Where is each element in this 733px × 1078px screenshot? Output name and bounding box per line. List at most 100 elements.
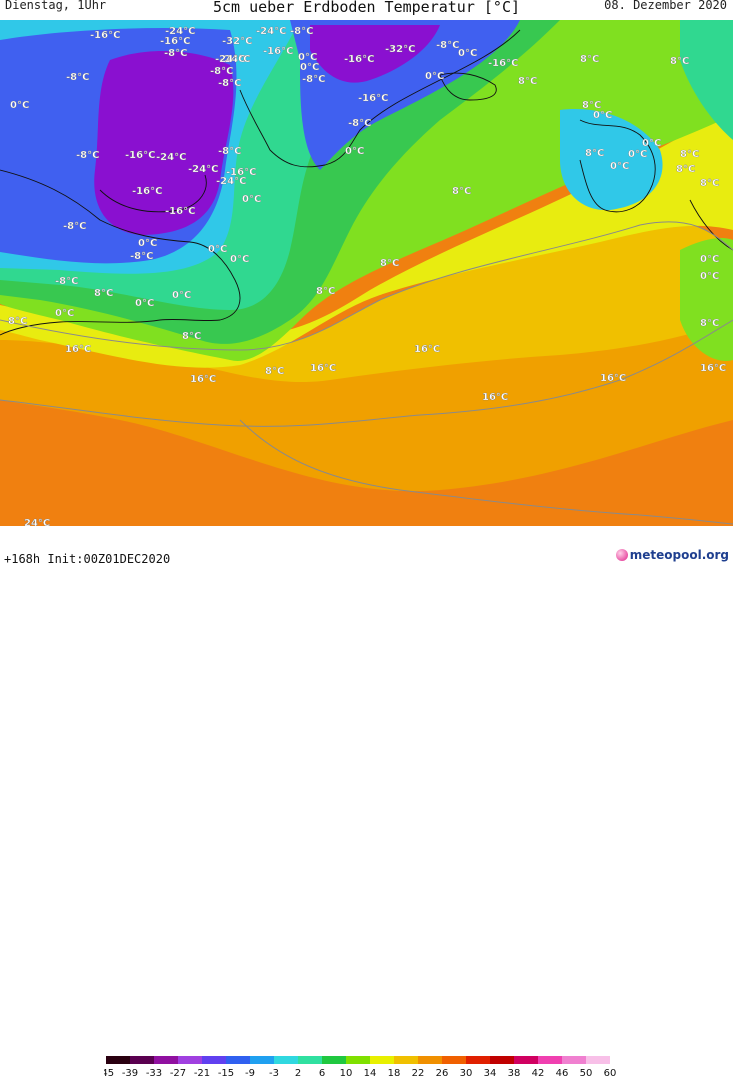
- temperature-label: 16°C: [414, 344, 440, 355]
- temperature-label: -8°C: [164, 48, 187, 59]
- forecast-date: 08. Dezember 2020: [604, 0, 727, 12]
- temperature-label: 0°C: [593, 110, 612, 121]
- temperature-label: -24°C: [220, 54, 250, 65]
- temperature-label: -8°C: [130, 251, 153, 262]
- scale-color-step: [394, 1056, 418, 1064]
- temperature-label: 16°C: [600, 373, 626, 384]
- scale-color-step: [538, 1056, 562, 1064]
- map-title: 5cm ueber Erdboden Temperatur [°C]: [212, 0, 521, 16]
- temperature-label: -8°C: [210, 66, 233, 77]
- field-very-cold: [94, 50, 234, 236]
- temperature-label: 0°C: [300, 62, 319, 73]
- temperature-label: -8°C: [63, 221, 86, 232]
- scale-color-step: [226, 1056, 250, 1064]
- isotherm-8: [0, 221, 733, 351]
- temperature-label: 8°C: [182, 331, 201, 342]
- scale-color-step: [418, 1056, 442, 1064]
- temperature-label: 0°C: [425, 71, 444, 82]
- scale-tick-label: -21: [194, 1068, 210, 1078]
- temperature-label: 0°C: [700, 271, 719, 282]
- scale-color-step: [442, 1056, 466, 1064]
- scale-tick-label: 30: [460, 1068, 473, 1078]
- scale-tick-label: 42: [532, 1068, 545, 1078]
- scale-color-step: [322, 1056, 346, 1064]
- forecast-run-info: +168h Init:00Z01DEC2020: [4, 552, 171, 566]
- scale-tick-label: 34: [484, 1068, 497, 1078]
- meteopool-logo[interactable]: meteopool.org: [615, 548, 729, 562]
- temperature-label: 0°C: [138, 238, 157, 249]
- temperature-label: -8°C: [55, 276, 78, 287]
- temperature-label: 8°C: [700, 178, 719, 189]
- temperature-label: -24°C: [216, 176, 246, 187]
- coastline-iceland: [439, 72, 497, 101]
- scale-tick-label: 50: [580, 1068, 593, 1078]
- temperature-label: 8°C: [582, 100, 601, 111]
- scale-color-step: [202, 1056, 226, 1064]
- isotherm-lines: [0, 221, 733, 525]
- temperature-label: -24°C: [215, 54, 245, 65]
- temperature-label: 0°C: [642, 138, 661, 149]
- temperature-label: 0°C: [135, 298, 154, 309]
- scale-color-step: [346, 1056, 370, 1064]
- scale-tick-label: -33: [146, 1068, 162, 1078]
- field-cold-scandinavia: [560, 109, 663, 211]
- temperature-label: -8°C: [436, 40, 459, 51]
- temperature-color-scale: -45-39-33-27-21-15-9-3261014182226303438…: [104, 1056, 617, 1078]
- temperature-label: -24°C: [165, 26, 195, 37]
- temperature-label: 0°C: [628, 149, 647, 160]
- scale-color-step: [514, 1056, 538, 1064]
- scale-color-step: [154, 1056, 178, 1064]
- temperature-label: 8°C: [676, 164, 695, 175]
- temperature-label: -8°C: [218, 146, 241, 157]
- isotherm-16: [0, 319, 733, 427]
- temperature-label: 0°C: [242, 194, 261, 205]
- scale-tick-label: 2: [295, 1068, 301, 1078]
- scale-color-step: [250, 1056, 274, 1064]
- temperature-label: 16°C: [190, 374, 216, 385]
- scale-color-step: [370, 1056, 394, 1064]
- field-yellow: [0, 110, 733, 368]
- scale-tick-label: 38: [508, 1068, 521, 1078]
- temperature-label: -16°C: [125, 150, 155, 161]
- coastline-scandinavia: [579, 119, 656, 213]
- scale-tick-label: -15: [218, 1068, 234, 1078]
- temperature-label: 16°C: [65, 344, 91, 355]
- temperature-label: 0°C: [298, 52, 317, 63]
- scale-color-step: [562, 1056, 586, 1064]
- temperature-label: -24°C: [256, 26, 286, 37]
- temperature-label: 8°C: [580, 54, 599, 65]
- temperature-label: 0°C: [345, 146, 364, 157]
- meteopool-logo-icon: [615, 549, 628, 561]
- temperature-label: -16°C: [226, 167, 256, 178]
- temperature-label: 8°C: [265, 366, 284, 377]
- temperature-label: -8°C: [302, 74, 325, 85]
- temperature-label: 8°C: [316, 286, 335, 297]
- scale-color-step: [274, 1056, 298, 1064]
- temperature-label: 8°C: [680, 149, 699, 160]
- temperature-label: -24°C: [188, 164, 218, 175]
- temperature-label: 8°C: [670, 56, 689, 67]
- coastline-bay: [99, 174, 207, 213]
- temperature-label: -32°C: [385, 44, 415, 55]
- temperature-label: 8°C: [94, 288, 113, 299]
- scale-tick-label: 60: [604, 1068, 617, 1078]
- temperature-label: 24°C: [24, 518, 50, 526]
- coastlines: [0, 29, 733, 336]
- temperature-label: -8°C: [66, 72, 89, 83]
- scale-tick-label: 22: [412, 1068, 425, 1078]
- temperature-label: -8°C: [290, 26, 313, 37]
- temperature-label: -16°C: [358, 93, 388, 104]
- scale-tick-label: -39: [122, 1068, 138, 1078]
- temperature-label: -16°C: [344, 54, 374, 65]
- scale-color-step: [298, 1056, 322, 1064]
- scale-color-step: [490, 1056, 514, 1064]
- scale-tick-label: -3: [269, 1068, 279, 1078]
- coastline-greenland: [239, 29, 521, 168]
- scale-tick-label: 6: [319, 1068, 325, 1078]
- temperature-label: 0°C: [230, 254, 249, 265]
- temperature-label: 8°C: [8, 316, 27, 327]
- temperature-label: 0°C: [610, 161, 629, 172]
- scale-tick-label: 46: [556, 1068, 569, 1078]
- forecast-day-time: Dienstag, 1Uhr: [5, 0, 107, 12]
- scale-tick-label: 26: [436, 1068, 449, 1078]
